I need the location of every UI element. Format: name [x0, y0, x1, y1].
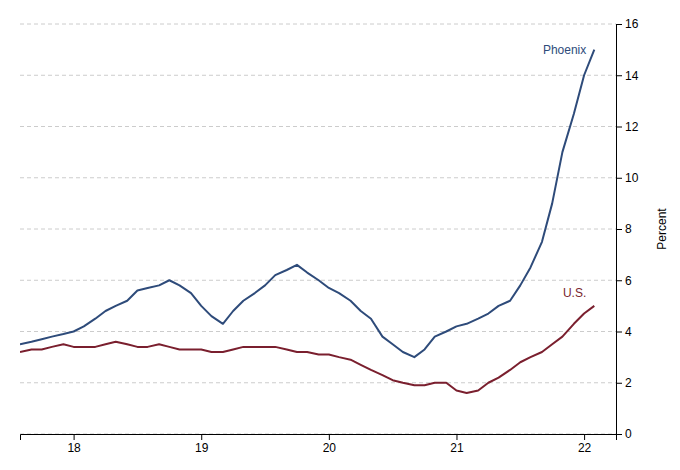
y-tick: 16 — [616, 17, 639, 31]
y-tick-mark — [616, 24, 622, 25]
x-tick-mark — [201, 434, 202, 440]
y-axis-title: Percent — [655, 208, 669, 250]
plot-area: 18 19 20 21 22 0 2 4 6 8 10 12 14 16 Phoenix U.S. — [20, 17, 639, 454]
x-tick-mark — [74, 434, 75, 440]
x-tick: 21 — [450, 434, 464, 455]
y-tick: 14 — [616, 69, 639, 83]
x-tick-label: 20 — [323, 441, 337, 455]
x-tick-label: 22 — [578, 441, 592, 455]
grid-line — [20, 126, 616, 127]
series-line — [20, 50, 594, 358]
y-tick-label: 8 — [625, 222, 632, 236]
x-tick-label: 21 — [450, 441, 464, 455]
x-tick-mark — [456, 434, 457, 440]
y-tick-mark — [616, 383, 622, 384]
x-tick: 22 — [578, 434, 592, 455]
x-tick: 18 — [67, 434, 81, 455]
x-tick-label: 18 — [67, 441, 81, 455]
series-label: U.S. — [563, 286, 586, 300]
y-tick-mark — [616, 280, 622, 281]
y-tick: 8 — [616, 222, 632, 236]
x-tick-label: 19 — [195, 441, 209, 455]
chart: 18 19 20 21 22 0 2 4 6 8 10 12 14 16 Phoenix U.S. Percen… — [0, 0, 680, 470]
y-tick-mark — [616, 332, 622, 333]
x-tick-mark — [329, 434, 330, 440]
y-tick-mark — [616, 127, 622, 128]
y-tick-mark — [616, 178, 622, 179]
y-tick: 4 — [616, 325, 632, 339]
y-tick-label: 14 — [625, 69, 639, 83]
y-tick-label: 0 — [625, 427, 632, 441]
grid — [20, 24, 616, 434]
y-tick-mark — [616, 434, 622, 435]
y-tick: 6 — [616, 274, 632, 288]
y-tick-label: 10 — [625, 171, 639, 185]
y-tick-label: 16 — [625, 17, 639, 31]
grid-line — [20, 24, 616, 25]
y-tick: 12 — [616, 120, 639, 134]
x-tick: 20 — [323, 434, 337, 455]
y-tick: 10 — [616, 171, 639, 185]
y-tick-mark — [616, 75, 622, 76]
series-line — [20, 306, 594, 393]
y-tick-mark — [616, 229, 622, 230]
grid-line — [20, 75, 616, 76]
x-axis-line — [21, 435, 617, 441]
grid-line — [20, 177, 616, 178]
y-tick-label: 6 — [625, 274, 632, 288]
x-axis: 18 19 20 21 22 — [21, 434, 617, 455]
y-tick: 0 — [616, 427, 632, 441]
grid-line — [20, 229, 616, 230]
x-tick-mark — [584, 434, 585, 440]
series-label: Phoenix — [543, 43, 586, 57]
y-tick-label: 12 — [625, 120, 639, 134]
y-tick: 2 — [616, 376, 632, 390]
grid-line — [20, 382, 616, 383]
grid-line — [20, 331, 616, 332]
lines — [20, 50, 594, 393]
y-axis: 0 2 4 6 8 10 12 14 16 — [616, 17, 639, 441]
x-tick: 19 — [195, 434, 209, 455]
y-tick-label: 2 — [625, 376, 632, 390]
y-axis-line — [617, 25, 623, 435]
series-labels: Phoenix U.S. — [543, 43, 586, 300]
y-tick-label: 4 — [625, 325, 632, 339]
